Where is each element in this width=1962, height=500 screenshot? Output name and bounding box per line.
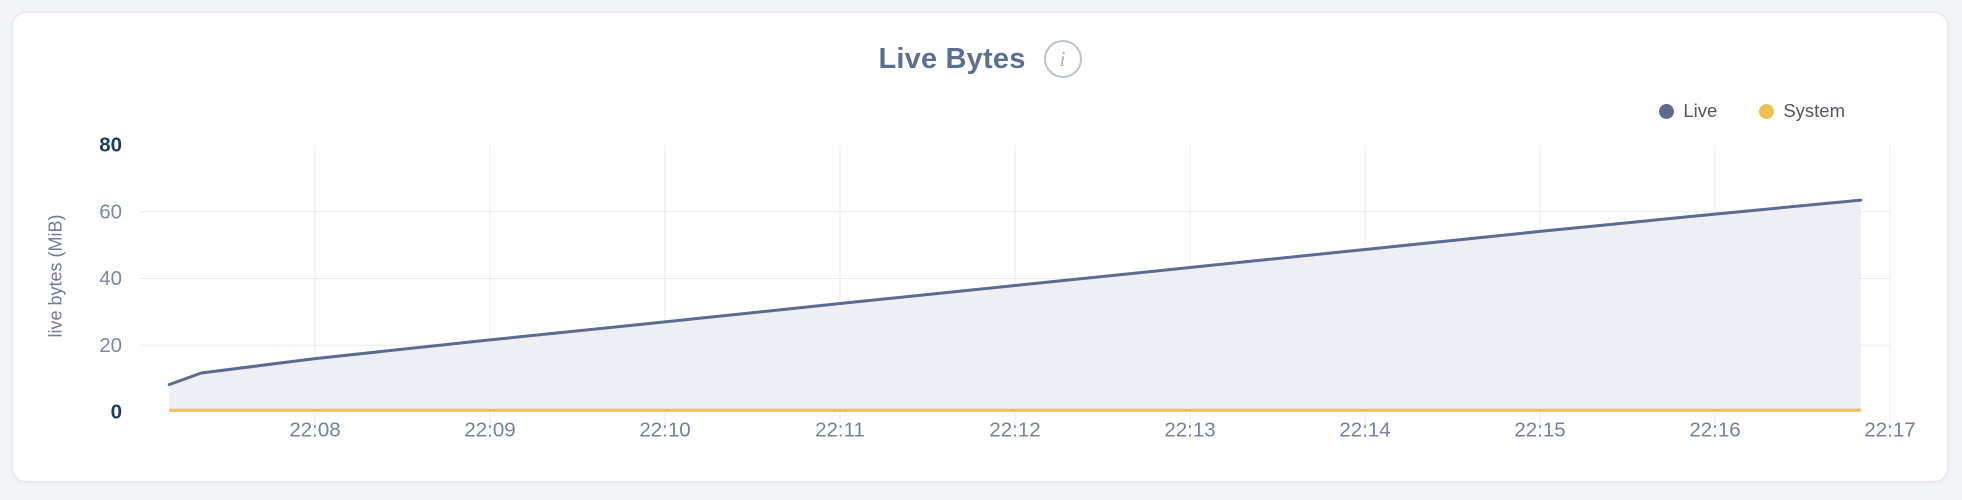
chart-legend: Live System — [1659, 100, 1845, 122]
y-axis-title: live bytes (MiB) — [45, 214, 66, 338]
legend-label: Live — [1683, 100, 1718, 121]
legend-item-live[interactable]: Live — [1659, 100, 1717, 122]
legend-label: System — [1783, 100, 1845, 121]
chart-header: Live Bytes i — [12, 40, 1948, 78]
info-icon[interactable]: i — [1043, 40, 1082, 78]
legend-dot-system — [1759, 103, 1775, 119]
chart-card — [12, 12, 1948, 482]
chart-title: Live Bytes — [878, 42, 1026, 75]
legend-dot-live — [1659, 103, 1675, 119]
legend-item-system[interactable]: System — [1759, 100, 1845, 122]
